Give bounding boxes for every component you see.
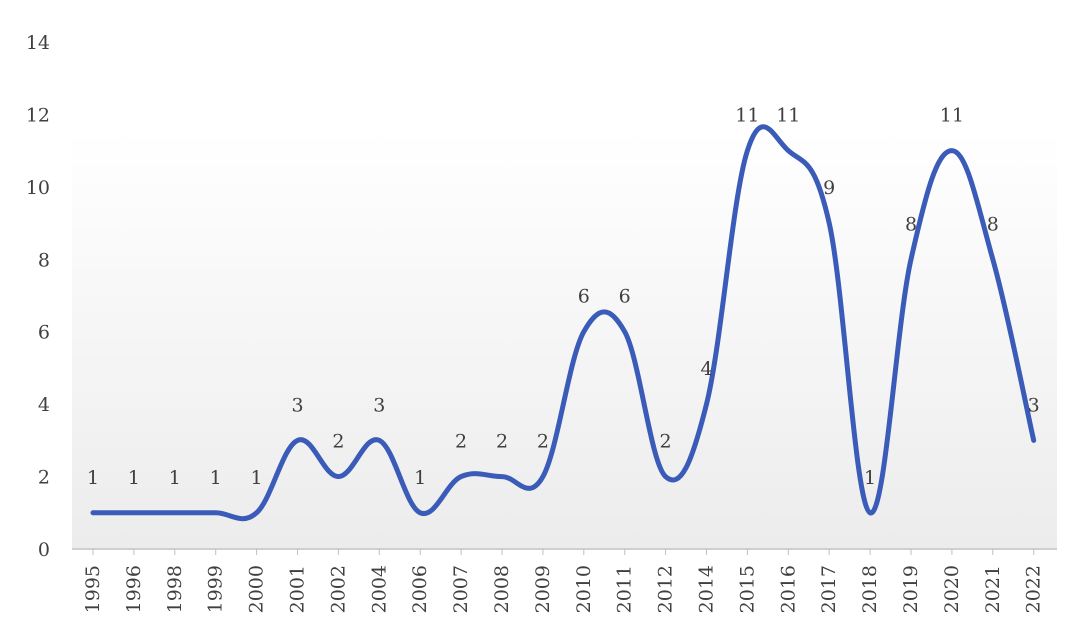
x-tick-label: 2010: [573, 565, 595, 613]
data-label: 3: [1028, 394, 1040, 416]
data-label: 1: [210, 467, 222, 489]
x-tick-label: 2022: [1023, 565, 1045, 613]
data-label: 4: [700, 358, 712, 380]
x-tick-label: 2015: [736, 565, 758, 613]
data-label: 2: [496, 431, 508, 453]
data-label: 9: [823, 177, 835, 199]
x-tick-label: 1999: [205, 565, 227, 613]
x-tick-label: 1995: [82, 565, 104, 613]
x-tick-label: 2009: [532, 565, 554, 613]
plot-background: [72, 130, 1057, 548]
x-tick-label: 2021: [982, 565, 1004, 613]
data-label: 6: [619, 286, 631, 308]
data-label: 3: [373, 394, 385, 416]
x-tick-label: 2012: [655, 565, 677, 613]
data-label: 1: [169, 467, 181, 489]
data-label: 2: [537, 431, 549, 453]
data-label: 1: [251, 467, 263, 489]
data-label: 6: [578, 286, 590, 308]
data-label: 1: [864, 467, 876, 489]
data-label: 8: [905, 213, 917, 235]
data-label: 11: [940, 105, 964, 127]
y-axis: 0 2 4 6 8 10 12 14: [26, 32, 50, 561]
data-label: 2: [455, 431, 467, 453]
series-line: [90, 124, 1037, 522]
data-label: 3: [291, 394, 303, 416]
data-label: 11: [776, 105, 800, 127]
data-label: 1: [87, 467, 99, 489]
x-tick-label: 2020: [941, 565, 963, 613]
x-tick-label: 2014: [696, 565, 718, 613]
x-axis: 1995 1996 1998 1999 2000 2001 2002 2004 2006 2007…: [82, 549, 1045, 613]
x-tick-label: 2017: [818, 565, 840, 613]
y-tick-label: 10: [26, 177, 50, 199]
data-label: 2: [332, 431, 344, 453]
x-tick-label: 2008: [491, 565, 513, 613]
x-tick-label: 2004: [368, 565, 390, 613]
x-tick-label: 2018: [859, 565, 881, 613]
y-tick-label: 12: [26, 104, 50, 126]
y-tick-label: 2: [38, 467, 50, 489]
x-tick-label: 2002: [327, 565, 349, 613]
x-tick-label: 2006: [409, 565, 431, 613]
x-tick-label: 2016: [777, 565, 799, 613]
x-tick-label: 1998: [164, 565, 186, 613]
x-tick-label: 2001: [287, 565, 309, 613]
y-tick-label: 4: [38, 394, 50, 416]
data-label: 11: [735, 105, 759, 127]
y-tick-label: 14: [26, 32, 50, 54]
y-tick-label: 8: [38, 249, 50, 271]
data-label: 1: [414, 467, 426, 489]
data-label: 2: [660, 431, 672, 453]
y-tick-label: 6: [38, 322, 50, 344]
data-label: 1: [128, 467, 140, 489]
data-label: 8: [987, 213, 999, 235]
x-tick-label: 2000: [246, 565, 268, 613]
y-tick-label: 0: [38, 539, 50, 561]
x-tick-label: 2019: [900, 565, 922, 613]
x-tick-label: 1996: [123, 565, 145, 613]
x-tick-label: 2011: [614, 565, 636, 613]
x-tick-label: 2007: [450, 565, 472, 613]
